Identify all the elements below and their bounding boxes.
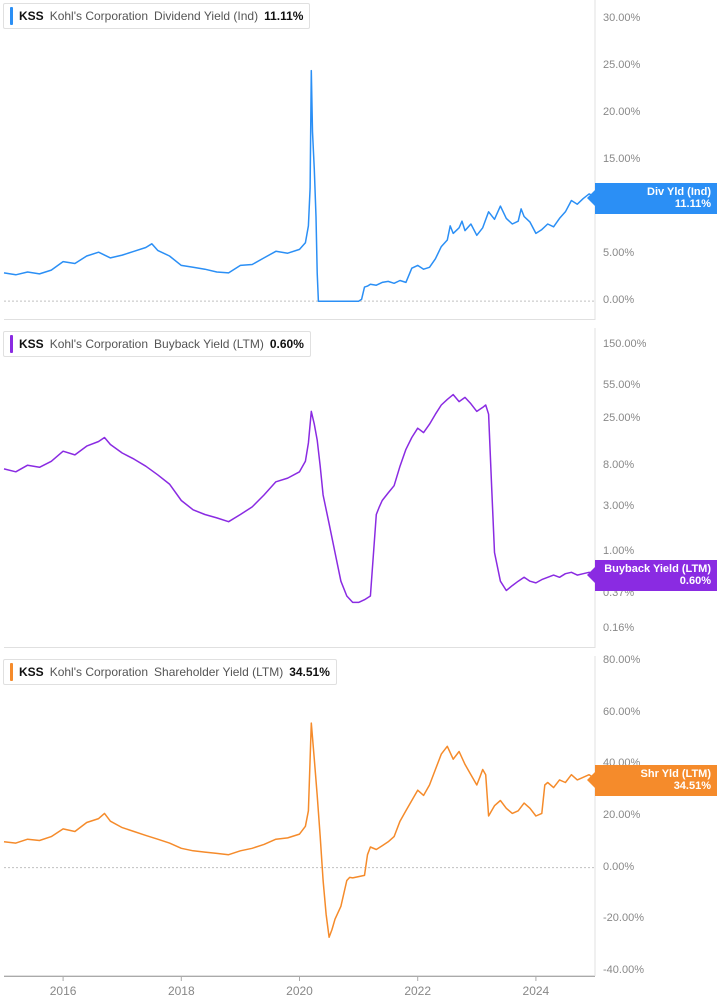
badge-value: 11.11% xyxy=(601,198,711,211)
x-tick-label: 2022 xyxy=(404,984,431,998)
x-tick-label: 2020 xyxy=(286,984,313,998)
legend-symbol: KSS xyxy=(19,665,44,679)
legend-name: Kohl's Corporation xyxy=(50,9,148,23)
badge-arrow xyxy=(587,190,595,206)
y-tick-label: 8.00% xyxy=(603,459,634,471)
legend-symbol: KSS xyxy=(19,9,44,23)
badge-value: 0.60% xyxy=(601,575,711,588)
legend-metric: Buyback Yield (LTM) xyxy=(154,337,264,351)
y-tick-label: 3.00% xyxy=(603,500,634,512)
y-tick-label: 15.00% xyxy=(603,153,640,165)
legend-color-bar xyxy=(10,7,13,25)
legend-name: Kohl's Corporation xyxy=(50,337,148,351)
x-tick-label: 2016 xyxy=(50,984,77,998)
legend-box[interactable]: KSS Kohl's Corporation Buyback Yield (LTM)… xyxy=(3,331,311,357)
legend-metric: Shareholder Yield (LTM) xyxy=(154,665,283,679)
chart-panel-buyback[interactable]: 0.16%0.37%1.00%3.00%8.00%25.00%55.00%150… xyxy=(0,328,717,648)
y-tick-label: 25.00% xyxy=(603,412,640,424)
badge-arrow xyxy=(587,772,595,788)
legend-name: Kohl's Corporation xyxy=(50,665,148,679)
legend-value: 0.60% xyxy=(270,337,304,351)
chart-panel-div[interactable]: 0.00%5.00%10.00%15.00%20.00%25.00%30.00%… xyxy=(0,0,717,320)
y-tick-label: 20.00% xyxy=(603,809,640,821)
y-tick-label: 30.00% xyxy=(603,12,640,24)
series-line xyxy=(4,71,595,302)
value-badge: Div Yld (Ind)11.11% xyxy=(595,183,717,214)
y-tick-label: 80.00% xyxy=(603,654,640,666)
x-tick-label: 2024 xyxy=(523,984,550,998)
y-tick-label: 5.00% xyxy=(603,247,634,259)
chart-panel-shr[interactable]: -40.00%-20.00%0.00%20.00%40.00%60.00%80.… xyxy=(0,656,717,976)
legend-color-bar xyxy=(10,663,13,681)
badge-metric: Shr Yld (LTM) xyxy=(601,768,711,781)
badge-arrow xyxy=(587,567,595,583)
y-tick-label: 60.00% xyxy=(603,706,640,718)
legend-color-bar xyxy=(10,335,13,353)
series-line xyxy=(4,723,595,937)
y-tick-label: 150.00% xyxy=(603,338,646,350)
x-tick-label: 2018 xyxy=(168,984,195,998)
legend-value: 11.11% xyxy=(264,9,303,23)
legend-value: 34.51% xyxy=(289,665,330,679)
y-tick-label: 25.00% xyxy=(603,59,640,71)
y-tick-label: 0.16% xyxy=(603,622,634,634)
chart-container: 0.00%5.00%10.00%15.00%20.00%25.00%30.00%… xyxy=(0,0,717,1005)
y-tick-label: 1.00% xyxy=(603,545,634,557)
y-tick-label: 0.00% xyxy=(603,294,634,306)
y-tick-label: 0.00% xyxy=(603,861,634,873)
series-line xyxy=(4,395,595,603)
chart-svg xyxy=(0,328,717,648)
badge-metric: Buyback Yield (LTM) xyxy=(601,563,711,576)
y-tick-label: -40.00% xyxy=(603,964,644,976)
y-tick-label: -20.00% xyxy=(603,912,644,924)
value-badge: Buyback Yield (LTM)0.60% xyxy=(595,560,717,591)
legend-box[interactable]: KSS Kohl's Corporation Dividend Yield (Ind… xyxy=(3,3,310,29)
x-axis xyxy=(0,976,717,1006)
legend-symbol: KSS xyxy=(19,337,44,351)
legend-metric: Dividend Yield (Ind) xyxy=(154,9,258,23)
value-badge: Shr Yld (LTM)34.51% xyxy=(595,765,717,796)
y-tick-label: 55.00% xyxy=(603,379,640,391)
y-tick-label: 20.00% xyxy=(603,106,640,118)
legend-box[interactable]: KSS Kohl's Corporation Shareholder Yield (… xyxy=(3,659,337,685)
badge-metric: Div Yld (Ind) xyxy=(601,186,711,199)
badge-value: 34.51% xyxy=(601,780,711,793)
